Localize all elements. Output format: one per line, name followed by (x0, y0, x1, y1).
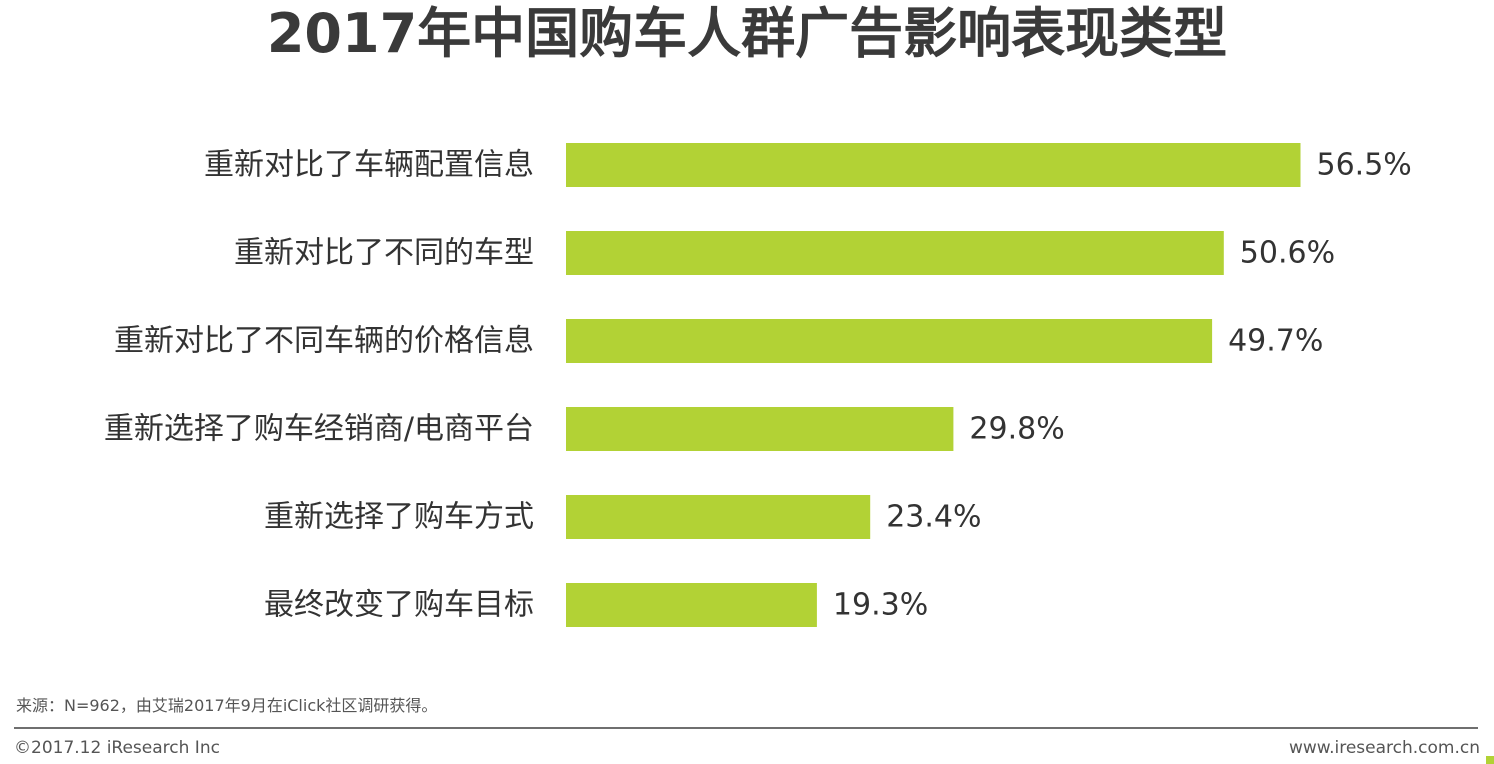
category-label-4: 重新选择了购车经销商/电商平台 (104, 412, 534, 447)
value-label-6: 19.3% (833, 588, 928, 623)
corner-accent-mark (1486, 756, 1494, 764)
source-note: 来源：N=962，由艾瑞2017年9月在iClick社区调研获得。 (16, 696, 438, 715)
bar-5 (566, 495, 871, 539)
bar-4 (566, 407, 954, 451)
bar-3 (566, 319, 1213, 363)
category-label-2: 重新对比了不同的车型 (234, 236, 534, 271)
footer-divider (14, 727, 1478, 729)
value-label-1: 56.5% (1317, 148, 1412, 183)
bar-1 (566, 143, 1301, 187)
bar-chart: 重新对比了车辆配置信息 56.5% 重新对比了不同的车型 50.6% 重新对比了不同车辆… (104, 143, 1412, 627)
bar-6 (566, 583, 817, 627)
value-label-2: 50.6% (1240, 236, 1335, 271)
chart-title: 2017年中国购车人群广告影响表现类型 (266, 2, 1228, 65)
value-label-4: 29.8% (969, 412, 1064, 447)
category-label-5: 重新选择了购车方式 (264, 500, 534, 535)
value-label-5: 23.4% (886, 500, 981, 535)
category-label-3: 重新对比了不同车辆的价格信息 (114, 324, 534, 359)
bar-2 (566, 231, 1224, 275)
value-label-3: 49.7% (1228, 324, 1323, 359)
category-label-6: 最终改变了购车目标 (264, 588, 534, 623)
copyright-text: ©2017.12 iResearch Inc (14, 738, 220, 758)
website-link[interactable]: www.iresearch.com.cn (1288, 738, 1480, 758)
bars-layer (566, 143, 1301, 627)
category-label-1: 重新对比了车辆配置信息 (204, 148, 534, 183)
labels-layer: 重新对比了车辆配置信息 56.5% 重新对比了不同的车型 50.6% 重新对比了不同车辆… (104, 148, 1412, 623)
